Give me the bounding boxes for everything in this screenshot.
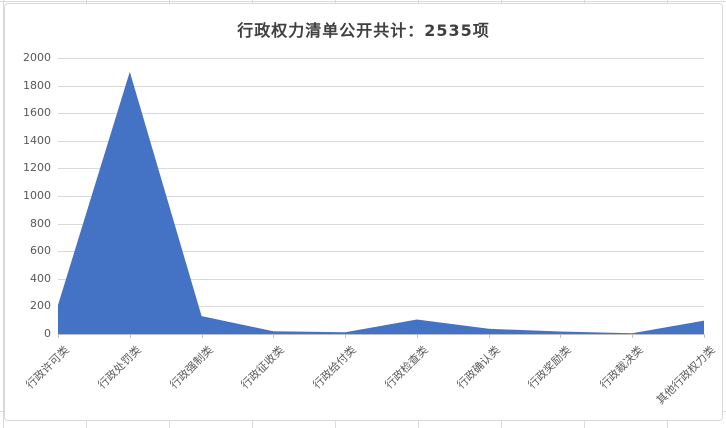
- x-axis-tick-mark: [560, 334, 562, 338]
- y-axis-tick-label: 1600: [23, 106, 51, 120]
- y-gridline: [58, 58, 704, 59]
- y-axis-tick-label: 1800: [23, 78, 51, 92]
- y-axis-tick-label: 1000: [23, 189, 51, 202]
- x-axis-category-label: 行政给付类: [310, 343, 359, 392]
- chart-object[interactable]: 行政权力清单公开共计：2535项 0 200 400 600 800 1000 1200 14…: [4, 3, 723, 421]
- x-axis-tick-mark: [632, 334, 634, 338]
- x-axis-category-label: 行政处罚类: [95, 343, 144, 392]
- y-axis-tick-label: 2000: [23, 51, 51, 64]
- y-gridline: [58, 306, 704, 308]
- y-gridline: [58, 113, 704, 115]
- sheet-column-gridline: [3, 0, 4, 428]
- y-gridline: [58, 168, 704, 170]
- y-gridline: [58, 140, 704, 142]
- x-axis-category-label: 行政检查类: [382, 343, 431, 392]
- x-axis-category-label: 行政确认类: [454, 343, 503, 392]
- y-gridline: [58, 251, 704, 253]
- y-gridline: [58, 196, 704, 197]
- x-axis-tick-mark: [129, 334, 131, 338]
- x-axis-line: [58, 334, 704, 335]
- x-axis-tick-mark: [704, 334, 705, 338]
- y-axis-tick-label: 1200: [23, 161, 51, 175]
- x-axis-category-label: 行政奖励类: [525, 343, 575, 392]
- x-axis-category-label: 行政强制类: [167, 343, 216, 392]
- y-axis-tick-label: 600: [30, 244, 51, 258]
- area-series[interactable]: [58, 71, 704, 334]
- x-axis-tick-mark: [345, 334, 347, 338]
- x-axis-tick-mark: [201, 334, 203, 338]
- x-axis-category-label: 其他行政权力类: [653, 343, 718, 408]
- x-axis-tick-mark: [488, 334, 490, 338]
- x-axis-tick-mark: [58, 334, 59, 338]
- y-axis-tick-label: 800: [30, 216, 51, 230]
- x-axis-category-label: 行政许可类: [23, 343, 72, 392]
- y-gridline: [58, 223, 704, 225]
- x-axis-category-label: 行政征收类: [238, 343, 287, 392]
- y-axis-tick-label: 0: [44, 327, 51, 340]
- y-axis-tick-label: 400: [30, 271, 51, 285]
- sheet-row-gridline: [0, 1, 726, 2]
- y-axis-tick-label: 200: [30, 299, 51, 313]
- plot-canvas: [58, 71, 704, 334]
- chart-title: 行政权力清单公开共计：2535项: [237, 21, 490, 40]
- x-axis-category-label: 行政裁决类: [597, 343, 646, 392]
- y-axis-tick-label: 1400: [23, 133, 51, 147]
- x-axis-tick-mark: [416, 334, 418, 338]
- y-gridline: [58, 85, 704, 87]
- x-axis-tick-mark: [273, 334, 275, 338]
- y-gridline: [58, 278, 704, 280]
